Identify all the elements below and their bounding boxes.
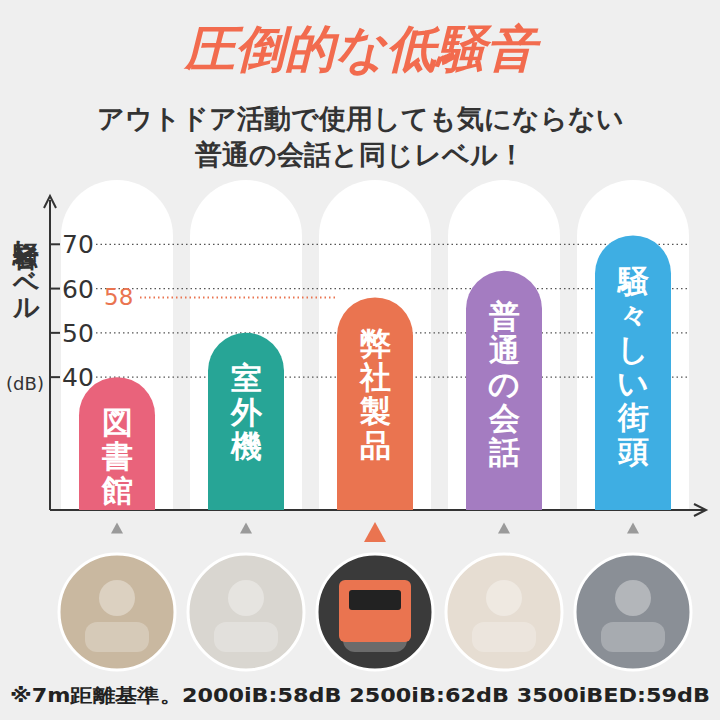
reference-line [140,296,337,298]
photo-detail [615,580,651,616]
bar [208,333,284,510]
photo-detail [486,580,522,616]
column-backdrop [319,180,431,510]
category-label: 機 [230,428,262,464]
photo-detail [214,622,278,652]
subtitle: 普通の会話と同じレベル！ [194,139,525,170]
photo-detail [228,580,264,616]
y-axis-label: 騒音レベル [11,222,41,319]
tick-mark [50,332,60,334]
page: {"chart_data": {"type": "bar", "title": … [0,0,720,720]
photo-detail [349,590,401,610]
pointer-triangle [627,523,639,534]
column-backdrop [190,180,302,510]
bars [79,235,671,510]
photo [446,554,562,670]
column-backdrop [448,180,560,510]
tick-label: 40 [62,363,94,392]
category-label: 頭 [617,433,649,469]
footnote: ※7m距離基準。2000iB:58dB 2500iB:62dB 3500iBED… [10,684,710,706]
category-label: し [617,331,649,367]
category-label: 室 [231,360,262,396]
photo-detail [601,622,665,652]
chart: 圧倒的な低騒音アウトドア活動で使用しても気にならない普通の会話と同じレベル！ 40… [0,0,720,720]
pointer-triangle [498,523,510,534]
chart-root: 圧倒的な低騒音アウトドア活動で使用しても気にならない普通の会話と同じレベル！ 40… [0,0,720,720]
category-label: 館 [101,472,133,508]
bar [79,377,155,510]
y-axis-label-unit: (dB) [6,373,44,394]
background [0,0,720,720]
bar [595,235,671,510]
photo-detail [99,580,135,616]
grid-line [96,244,690,245]
photo [575,554,691,670]
tick-label: 70 [62,230,94,259]
bar [466,271,542,510]
category-label: 話 [488,434,520,470]
column-backdrop [577,180,689,510]
pointer-triangle [111,523,123,534]
y-axis-arrow [44,196,56,208]
tick-mark [50,243,60,245]
category-label: 々 [618,297,649,333]
photo [188,554,304,670]
reference-label: 58 [104,284,133,310]
pointer-triangle [364,522,386,542]
photo [317,554,433,670]
tick-mark [50,376,60,378]
bar [337,297,413,510]
photo-detail [339,580,411,642]
x-axis-arrow [694,504,706,516]
photo-detail [85,622,149,652]
category-label: 通 [489,332,520,368]
tick-label: 50 [62,319,94,348]
photo [59,554,175,670]
title: 圧倒的な低騒音 [183,20,542,78]
category-label: 会 [488,400,520,436]
category-label: 社 [359,359,391,395]
category-label: 弊 [360,325,391,361]
category-label: 製 [359,393,391,429]
y-axis [49,200,51,510]
category-label: 街 [617,399,649,435]
category-label: い [617,365,649,401]
photo-detail [472,622,536,652]
category-label: 品 [360,427,391,463]
column-backdrop [61,180,173,510]
category-label: 図 [102,404,133,440]
subtitle: アウトドア活動で使用しても気にならない [97,103,624,134]
category-label: 普 [489,298,520,334]
category-label: 外 [230,394,263,430]
pointer-triangle [240,523,252,534]
bar-labels: 図書館 室外機 弊社製品 普通の会話 騒々しい街頭 [101,263,650,509]
category-label: の [488,366,520,402]
category-label: 書 [102,438,133,474]
category-label: 騒 [616,263,649,299]
tick-label: 60 [62,275,94,304]
tick-mark [50,288,60,290]
